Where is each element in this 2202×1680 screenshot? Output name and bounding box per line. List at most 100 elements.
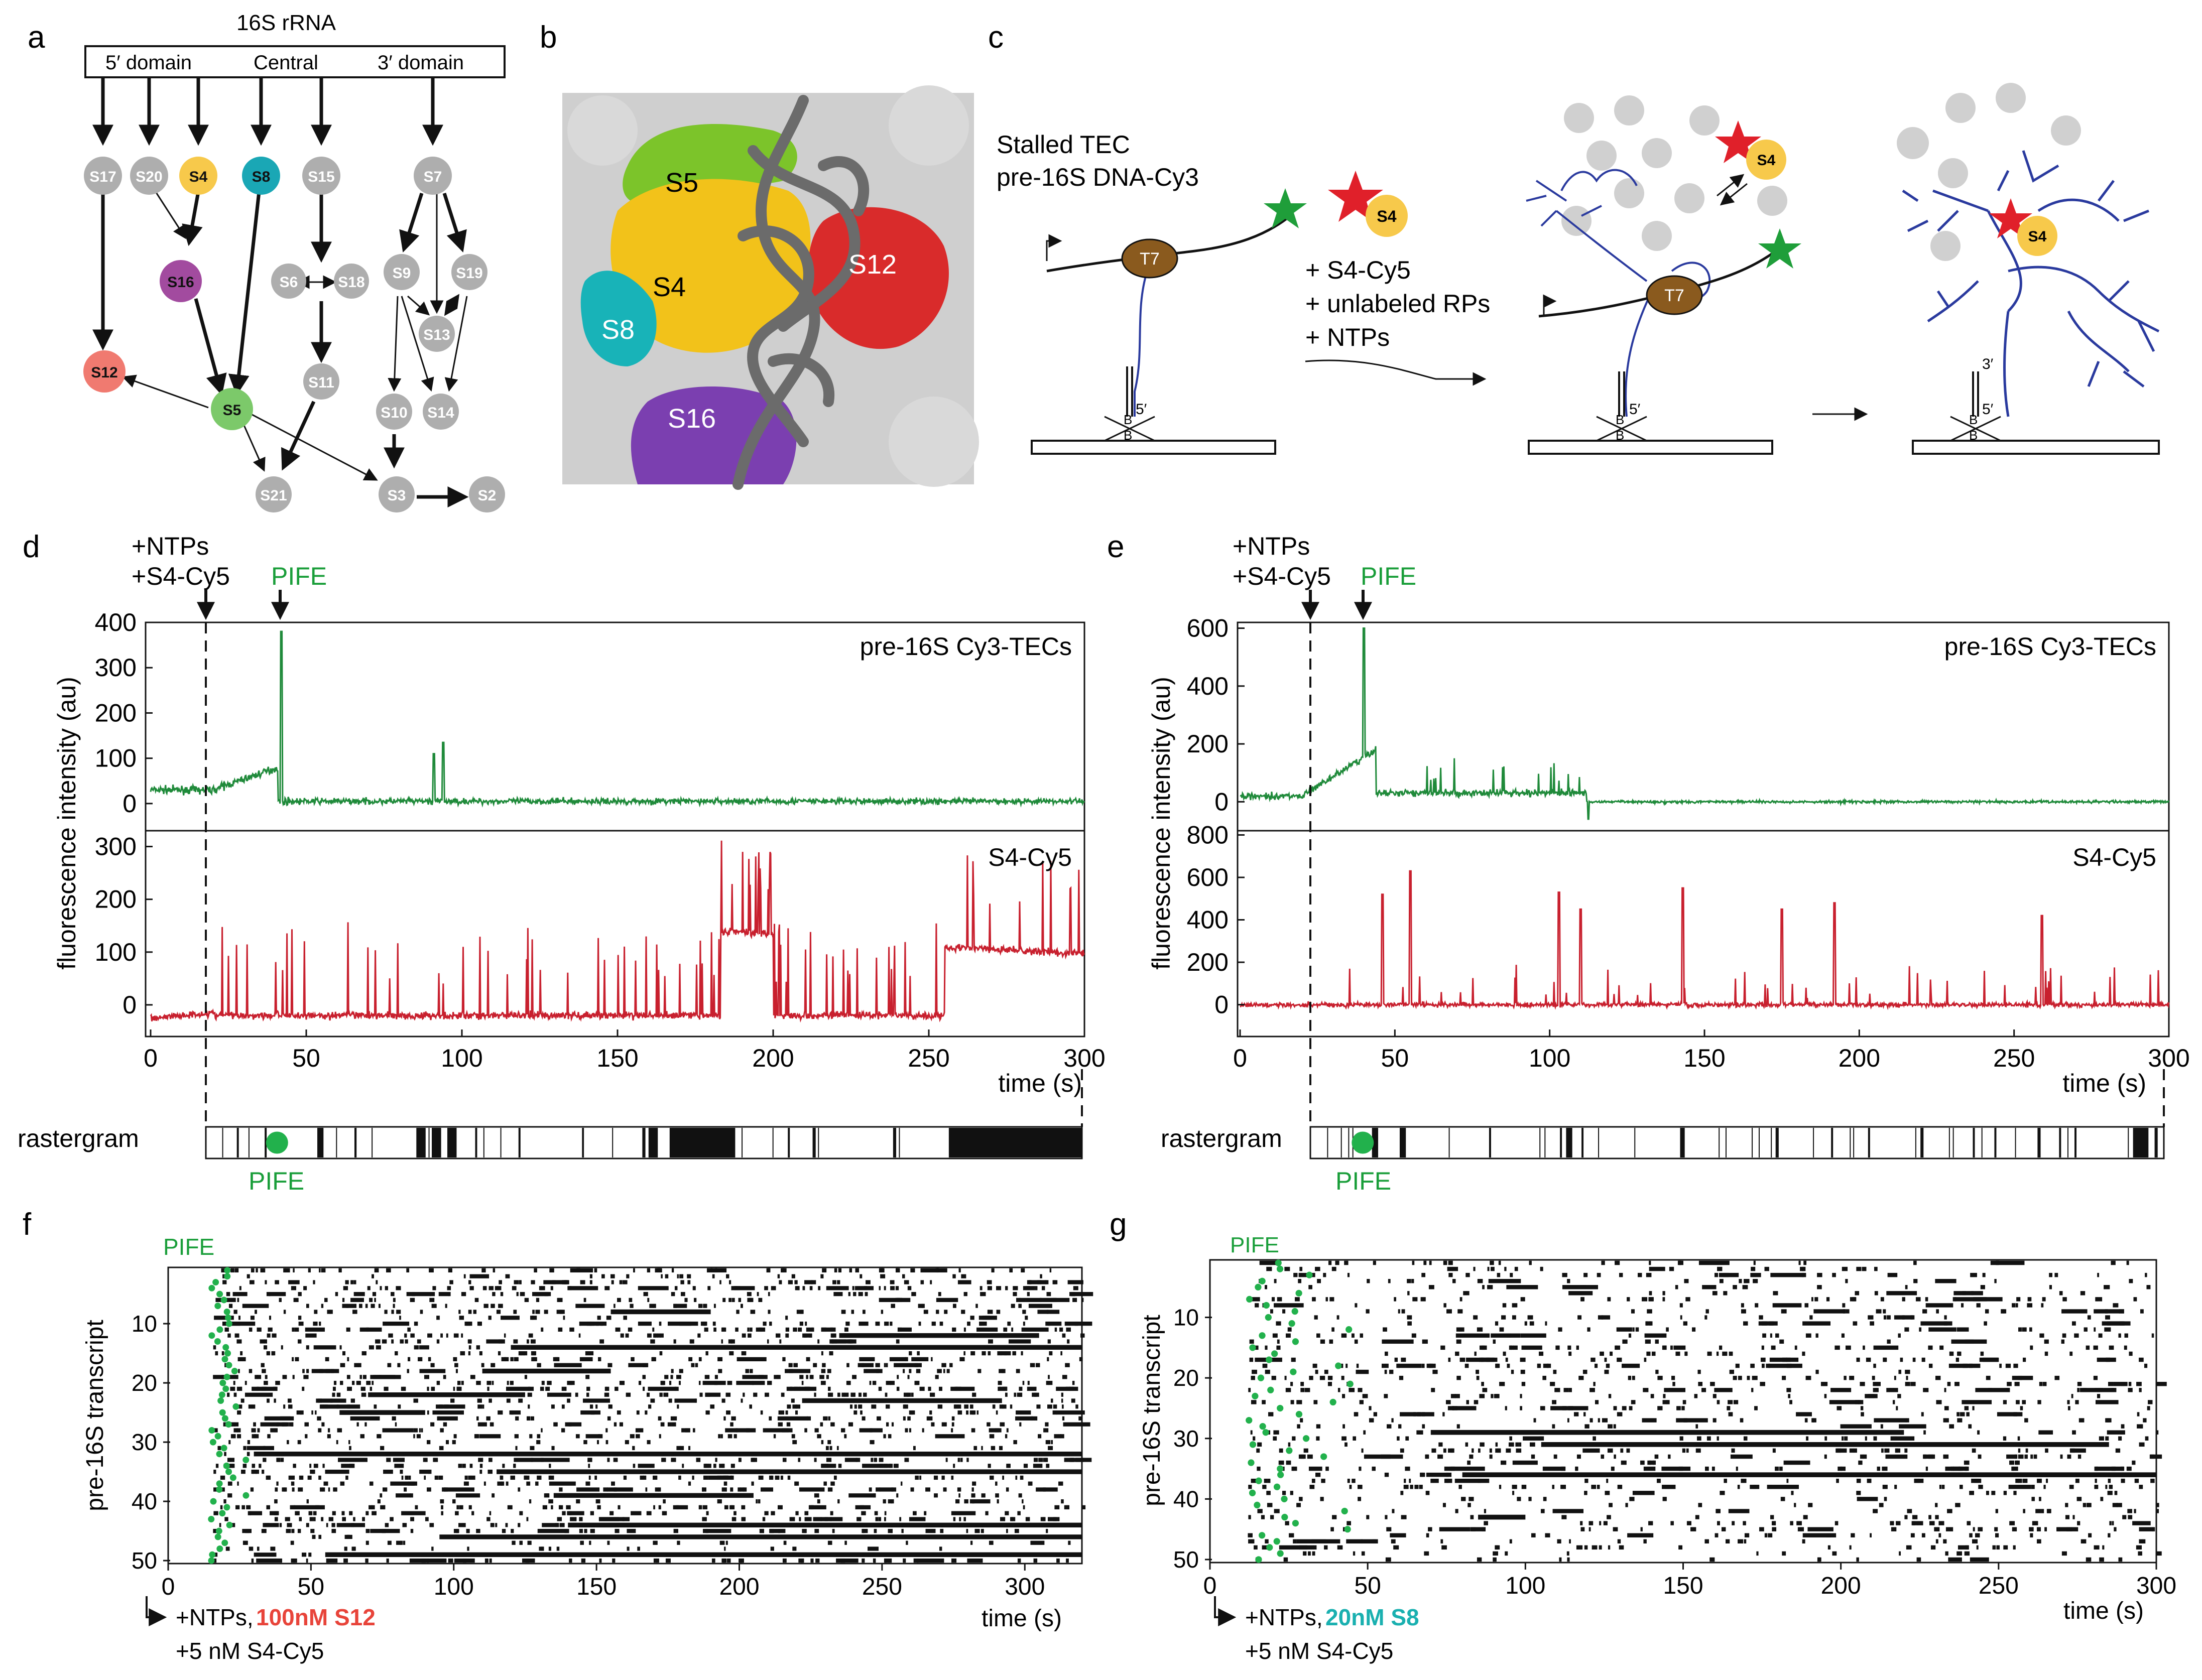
g-plot-event <box>1254 1545 1258 1550</box>
f-plot-event <box>1002 1404 1007 1409</box>
d-raster-event <box>265 1128 267 1157</box>
g-plot-event <box>1905 1285 1908 1289</box>
g-plot-event <box>1258 1442 1262 1447</box>
f-plot-event <box>674 1398 697 1403</box>
f-plot-event <box>406 1291 431 1297</box>
f-plot-event <box>834 1268 837 1273</box>
f-plot-event <box>798 1558 803 1563</box>
g-plot-event <box>1728 1412 1733 1416</box>
f-plot-event <box>477 1422 482 1427</box>
f-plot-event <box>1020 1475 1024 1480</box>
g-plot-event <box>1872 1394 1878 1398</box>
f-plot-event <box>617 1298 621 1303</box>
f-plot-event <box>1061 1499 1064 1504</box>
f-plot-event <box>669 1380 672 1385</box>
g-plot-event <box>1666 1400 1670 1404</box>
f-plot-event <box>758 1298 763 1303</box>
f-plot-event <box>515 1446 518 1451</box>
g-plot-event <box>1663 1394 1666 1398</box>
g-plot-event <box>1477 1278 1483 1283</box>
f-plot-event <box>645 1487 648 1492</box>
g-plot-event <box>1506 1333 1511 1338</box>
f-plot-event <box>333 1380 337 1385</box>
f-plot-event <box>687 1280 691 1284</box>
f-plot-event <box>1011 1327 1014 1332</box>
f-plot-event <box>653 1558 658 1563</box>
f-plot-event <box>335 1291 338 1297</box>
f-plot-event <box>673 1304 687 1308</box>
g-plot-event <box>2139 1388 2142 1392</box>
f-plot-event <box>380 1286 382 1290</box>
f-plot-event <box>529 1434 533 1439</box>
f-plot-event <box>1025 1517 1030 1521</box>
f-plot-event <box>329 1310 333 1314</box>
g-plot-event <box>1465 1442 1469 1447</box>
g-plot-event <box>1361 1448 1364 1453</box>
f-plot-event <box>410 1493 413 1498</box>
g-plot-event <box>1422 1339 1428 1344</box>
f-plot-event <box>537 1363 541 1367</box>
f-plot-event <box>721 1339 723 1344</box>
g-plot-event <box>1609 1503 1613 1507</box>
f-plot-event <box>496 1310 501 1314</box>
f-plot-event <box>468 1310 472 1314</box>
f-plot-event <box>874 1458 877 1462</box>
g-plot-event <box>1366 1515 1370 1519</box>
g-plot-pife-dot <box>1302 1435 1310 1442</box>
g-plot-event <box>1957 1351 1962 1356</box>
f-plot-event <box>440 1499 444 1504</box>
f-plot-event <box>1019 1386 1023 1391</box>
f-plot-event <box>311 1410 313 1415</box>
f-plot-event <box>818 1286 821 1290</box>
f-plot-event <box>424 1375 429 1379</box>
f-plot-event <box>504 1357 509 1362</box>
f-plot-event <box>360 1386 365 1391</box>
f-plot-event <box>1071 1398 1075 1403</box>
f-plot-event <box>287 1398 292 1403</box>
f-plot-event <box>860 1274 863 1278</box>
f-plot-event <box>995 1493 999 1498</box>
f-plot-event <box>413 1434 415 1439</box>
f-plot-event <box>580 1410 601 1415</box>
f-plot-event <box>742 1487 747 1492</box>
f-plot-event <box>631 1511 642 1515</box>
g-plot-event <box>1251 1400 1257 1404</box>
g-plot-event <box>2012 1466 2018 1471</box>
f-plot-event <box>607 1416 611 1421</box>
g-plot-event <box>2062 1333 2066 1338</box>
f-plot-event <box>590 1511 594 1515</box>
g-plot-event <box>1290 1400 1294 1404</box>
g-plot-event <box>1894 1485 1897 1489</box>
g-plot-event <box>1753 1278 1758 1283</box>
g-plot-event <box>1430 1363 1436 1368</box>
e-raster-event <box>1868 1128 1870 1157</box>
f-plot-event <box>1032 1392 1037 1397</box>
f-plot-event <box>396 1540 402 1545</box>
f-plot-event <box>630 1434 635 1439</box>
f-plot-event <box>808 1333 812 1338</box>
f-plot-event <box>785 1327 790 1332</box>
g-plot-pife-dot <box>1265 1314 1272 1321</box>
f-plot-event <box>906 1540 908 1545</box>
e-raster-event <box>2133 1128 2149 1157</box>
f-plot-event <box>747 1291 752 1297</box>
f-plot-event <box>513 1310 517 1314</box>
label-s8: S8 <box>601 315 635 345</box>
f-plot-event <box>850 1392 855 1397</box>
g-plot-event <box>1840 1424 1872 1429</box>
g-plot-event <box>1883 1315 1887 1320</box>
f-plot-event <box>425 1517 429 1521</box>
f-plot-event <box>806 1357 810 1362</box>
f-plot-event <box>817 1499 820 1504</box>
f-plot-event <box>556 1546 560 1551</box>
f-plot-pife-dot <box>219 1510 226 1517</box>
node-s8 <box>242 157 280 195</box>
g-plot-event <box>1356 1369 1369 1374</box>
g-plot-event <box>1271 1297 1275 1302</box>
g-plot-event <box>1863 1454 1867 1459</box>
f-plot-event <box>386 1268 391 1273</box>
d-xticks-label: 0 <box>144 1044 158 1072</box>
f-plot-event <box>824 1517 828 1521</box>
f-plot-event <box>321 1517 324 1521</box>
f-plot-event <box>311 1369 339 1373</box>
